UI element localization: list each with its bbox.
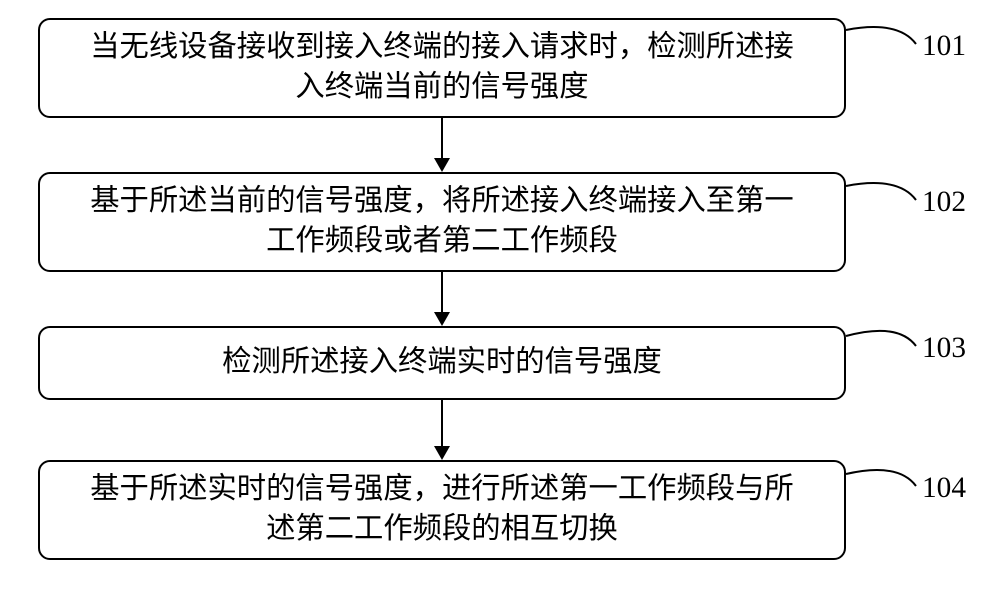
flowchart-step-label-102: 102 — [922, 186, 966, 219]
flowchart-node-text: 当无线设备接收到接入终端的接入请求时，检测所述接 入终端当前的信号强度 — [90, 28, 794, 107]
label-connector — [842, 458, 920, 490]
flowchart-node-step-104: 基于所述实时的信号强度，进行所述第一工作频段与所 述第二工作频段的相互切换 — [38, 460, 846, 560]
flowchart-node-text: 检测所述接入终端实时的信号强度 — [222, 343, 662, 383]
flowchart-canvas: 当无线设备接收到接入终端的接入请求时，检测所述接 入终端当前的信号强度 101 基于… — [0, 0, 1000, 589]
label-connector — [842, 172, 920, 204]
flowchart-arrow — [426, 400, 458, 460]
label-connector — [842, 16, 920, 48]
flowchart-node-step-101: 当无线设备接收到接入终端的接入请求时，检测所述接 入终端当前的信号强度 — [38, 18, 846, 118]
label-connector — [842, 318, 920, 350]
flowchart-arrow — [426, 118, 458, 172]
flowchart-node-step-103: 检测所述接入终端实时的信号强度 — [38, 326, 846, 400]
flowchart-node-text: 基于所述当前的信号强度，将所述接入终端接入至第一 工作频段或者第二工作频段 — [90, 182, 794, 261]
flowchart-step-label-103: 103 — [922, 332, 966, 365]
flowchart-arrow — [426, 272, 458, 326]
flowchart-node-text: 基于所述实时的信号强度，进行所述第一工作频段与所 述第二工作频段的相互切换 — [90, 470, 794, 549]
flowchart-step-label-104: 104 — [922, 472, 966, 505]
flowchart-node-step-102: 基于所述当前的信号强度，将所述接入终端接入至第一 工作频段或者第二工作频段 — [38, 172, 846, 272]
flowchart-step-label-101: 101 — [922, 30, 966, 63]
